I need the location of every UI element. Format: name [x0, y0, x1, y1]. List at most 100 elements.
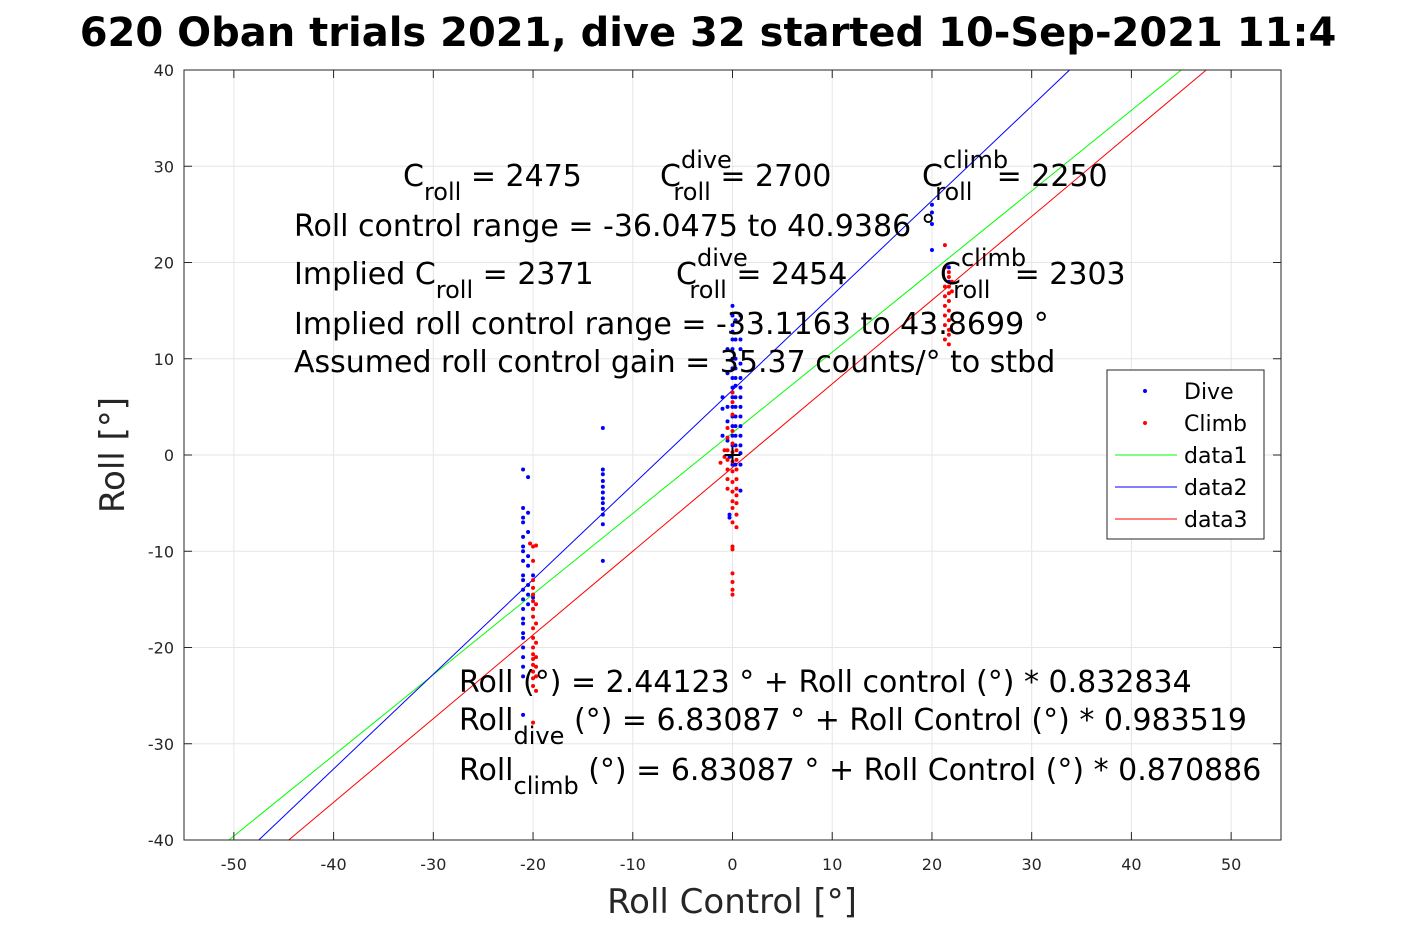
x-tick-label: 0 — [727, 855, 737, 874]
point-dive — [733, 356, 738, 361]
point-climb — [946, 284, 951, 289]
point-climb — [730, 544, 735, 549]
point-dive — [733, 383, 738, 388]
point-climb — [946, 270, 951, 275]
point-climb — [942, 313, 947, 318]
annotation-text: Cdive roll = 2700 — [660, 146, 831, 206]
point-climb — [942, 265, 947, 270]
legend-swatch — [1143, 389, 1147, 393]
point-dive — [733, 318, 738, 323]
point-dive — [521, 674, 526, 679]
point-climb — [730, 390, 735, 395]
point-dive — [730, 376, 735, 380]
point-climb — [531, 657, 536, 662]
point-dive — [725, 404, 730, 409]
legend-entry: Climb — [1184, 412, 1247, 437]
point-climb — [531, 599, 536, 604]
point-dive — [531, 573, 536, 578]
y-tick-label: -30 — [148, 735, 174, 754]
point-climb — [734, 501, 739, 506]
series-line-data3 — [288, 69, 1207, 841]
y-tick-label: -20 — [148, 639, 174, 658]
point-climb — [730, 499, 735, 504]
point-climb — [725, 457, 730, 462]
point-climb — [725, 467, 730, 472]
point-climb — [942, 323, 947, 328]
point-dive — [531, 595, 536, 600]
point-climb — [946, 332, 951, 337]
point-climb — [730, 505, 735, 510]
point-climb — [730, 571, 735, 576]
point-dive — [521, 664, 526, 669]
point-climb — [942, 284, 947, 289]
point-climb — [531, 720, 536, 725]
point-dive — [521, 587, 526, 592]
point-dive — [733, 433, 738, 438]
point-dive — [738, 424, 743, 429]
point-dive — [738, 404, 743, 409]
x-tick-label: -30 — [420, 855, 446, 874]
annotation-text: Cclimb roll = 2250 — [922, 146, 1108, 206]
y-tick-label: 10 — [154, 350, 174, 369]
point-dive — [600, 426, 605, 431]
point-dive — [929, 202, 934, 207]
point-dive — [521, 534, 526, 539]
point-climb — [734, 448, 739, 453]
point-climb — [718, 460, 723, 465]
annotation-text: Rollclimb (°) = 6.83087 ° + Roll Control… — [459, 753, 1261, 800]
point-dive — [521, 631, 526, 636]
y-tick-label: 40 — [154, 61, 174, 80]
point-climb — [734, 477, 739, 482]
point-dive — [738, 488, 743, 493]
point-dive — [733, 462, 738, 467]
point-dive — [738, 313, 743, 318]
x-tick-label: -10 — [620, 855, 646, 874]
point-climb — [730, 587, 735, 592]
point-climb — [534, 674, 539, 679]
x-tick-label: 40 — [1121, 855, 1141, 874]
point-climb — [730, 428, 735, 433]
point-climb — [946, 291, 951, 296]
point-dive — [733, 376, 738, 380]
point-dive — [730, 329, 735, 334]
point-dive — [738, 361, 743, 366]
point-dive — [733, 404, 738, 409]
annotation-text: Implied Croll = 2371 — [294, 257, 594, 304]
point-dive — [738, 385, 743, 390]
annotation-text: Implied roll control range = -33.1163 to… — [294, 307, 1049, 342]
point-dive — [730, 433, 735, 438]
point-dive — [521, 515, 526, 520]
point-climb — [942, 303, 947, 308]
x-tick-label: -40 — [321, 855, 347, 874]
y-tick-label: 0 — [164, 446, 174, 465]
point-dive — [526, 592, 531, 597]
point-dive — [725, 347, 730, 352]
point-climb — [528, 541, 533, 546]
point-dive — [720, 395, 725, 400]
point-climb — [946, 318, 951, 323]
point-climb — [946, 342, 951, 347]
point-climb — [730, 520, 735, 525]
point-dive — [600, 522, 605, 527]
point-dive — [521, 712, 526, 717]
point-climb — [531, 558, 536, 563]
point-climb — [531, 614, 536, 619]
point-dive — [946, 265, 951, 270]
point-dive — [730, 424, 735, 429]
legend-entry: data2 — [1184, 476, 1248, 501]
point-climb — [534, 688, 539, 693]
chart-title: 620 Oban trials 2021, dive 32 started 10… — [80, 10, 1337, 56]
point-dive — [929, 247, 934, 252]
point-dive — [730, 366, 735, 371]
x-tick-label: 50 — [1221, 855, 1241, 874]
x-tick-label: 10 — [822, 855, 842, 874]
point-climb — [534, 602, 539, 607]
point-climb — [730, 592, 735, 597]
point-dive — [600, 478, 605, 483]
point-climb — [534, 664, 539, 669]
point-dive — [733, 414, 738, 419]
point-dive — [730, 337, 735, 342]
point-dive — [730, 462, 735, 467]
y-tick-label: -40 — [148, 831, 174, 850]
point-climb — [531, 652, 536, 657]
